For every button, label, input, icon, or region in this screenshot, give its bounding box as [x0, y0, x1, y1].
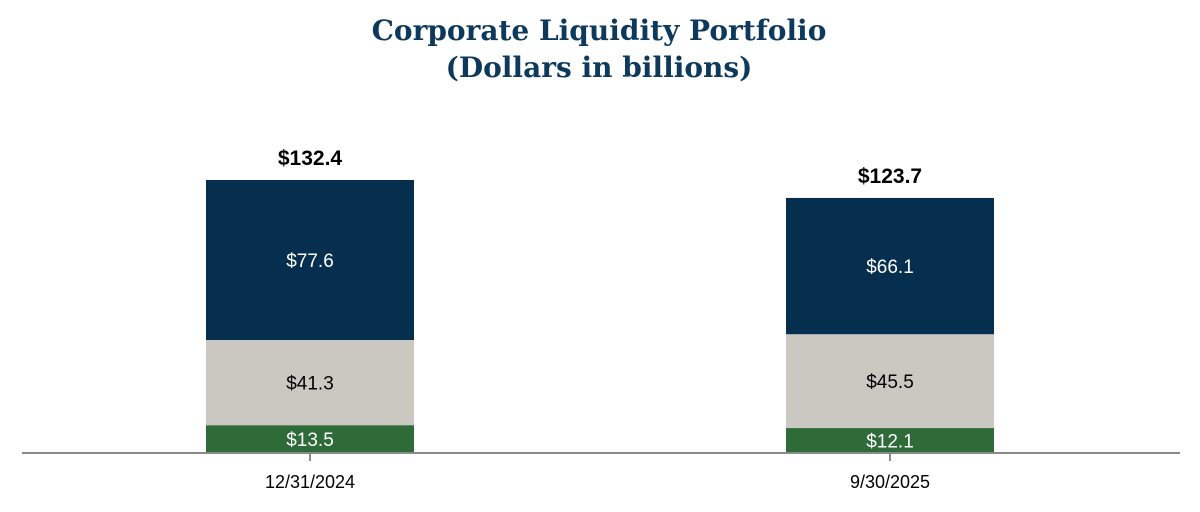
bars-layer: $13.5 $41.3 $77.6 $132.4 $12.1 $45.5 $66.1 $123…: [206, 147, 994, 453]
bar-segment-3-1: [206, 180, 414, 341]
bar-segment-2-2: [786, 334, 994, 429]
total-label-2: $123.7: [858, 165, 922, 188]
bar-segment-3-2: [786, 197, 994, 335]
segment-label-3-2: $66.1: [866, 257, 914, 278]
bar-segment-2-1: [206, 340, 414, 426]
x-axis-ticks: 12/31/2024 9/30/2025: [265, 453, 930, 492]
segment-label-1-2: $12.1: [866, 432, 914, 453]
segment-label-3-1: $77.6: [286, 251, 334, 272]
chart-subtitle: (Dollars in billions): [446, 51, 753, 84]
x-tick-label-2: 9/30/2025: [850, 472, 930, 492]
total-label-1: $132.4: [278, 147, 343, 170]
segment-label-1-1: $13.5: [286, 430, 334, 451]
bar-segment-1-1: [206, 425, 414, 453]
segment-label-2-1: $41.3: [286, 374, 334, 395]
bar-segment-1-2: [786, 428, 994, 453]
x-tick-label-1: 12/31/2024: [265, 472, 355, 492]
segment-label-2-2: $45.5: [866, 372, 914, 393]
chart-title: Corporate Liquidity Portfolio: [372, 14, 827, 47]
